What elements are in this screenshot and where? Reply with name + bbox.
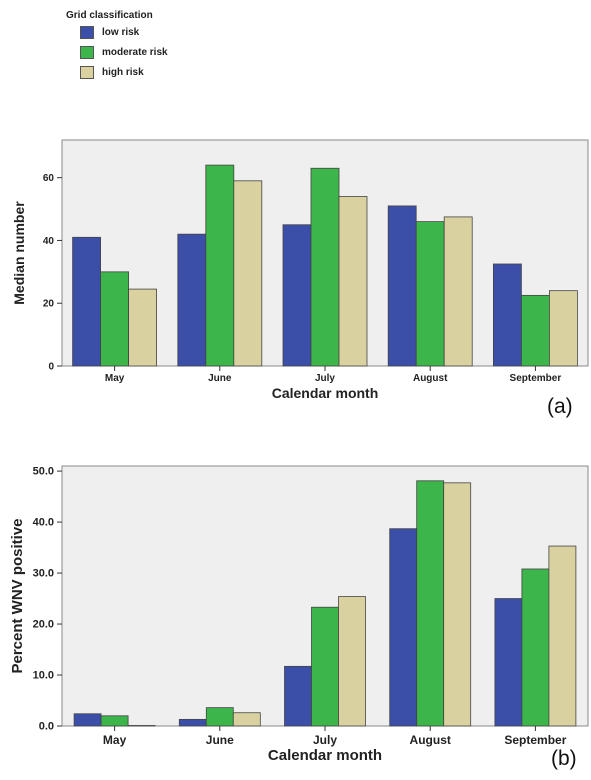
legend-label: moderate risk <box>102 47 168 58</box>
bar-moderate-risk-may <box>100 715 129 727</box>
legend-label: high risk <box>102 67 144 78</box>
chart-b: 0.0 10.0 20.0 30.0 40.0 50.0 May June July August… <box>9 465 589 764</box>
bar-low-risk-may <box>73 713 102 727</box>
bar-low-risk-july <box>284 665 312 727</box>
x-tick-label: September <box>504 733 566 747</box>
bar-high-risk-september <box>549 290 578 367</box>
legend-label: low risk <box>102 27 140 38</box>
bar-moderate-risk-august <box>416 480 445 727</box>
bar-moderate-risk-august <box>415 221 445 367</box>
bar-moderate-risk-september <box>521 568 550 727</box>
bar-high-risk-july <box>338 596 366 727</box>
y-tick-label: 50.0 <box>33 466 54 478</box>
y-tick-label: 20.0 <box>33 619 54 631</box>
bar-high-risk-august <box>443 482 472 727</box>
x-tick-label: September <box>510 373 562 384</box>
panel-label-a: (a) <box>547 395 573 418</box>
bar-low-risk-september <box>494 598 523 727</box>
bar-low-risk-june <box>177 233 207 367</box>
bar-moderate-risk-june <box>205 707 234 727</box>
y-axis-label: Percent WNV positive <box>9 518 26 673</box>
bar-moderate-risk-may <box>100 271 129 367</box>
y-axis-label: Median number <box>11 201 27 305</box>
bar-low-risk-july <box>282 224 312 367</box>
bar-low-risk-june <box>178 718 207 727</box>
legend-swatch-low-risk <box>80 26 94 39</box>
legend-item-moderate-risk: moderate risk <box>80 44 168 61</box>
bar-moderate-risk-june <box>205 164 235 367</box>
x-tick-label: August <box>413 373 448 384</box>
bar-low-risk-september <box>492 263 522 367</box>
bar-low-risk-august <box>389 528 418 727</box>
y-tick-label: 10.0 <box>33 670 54 682</box>
x-axis-label: Calendar month <box>272 385 379 401</box>
y-tick-label: 40.0 <box>33 517 54 529</box>
y-tick-label: 60 <box>43 173 55 184</box>
legend-item-low-risk: low risk <box>80 24 168 41</box>
x-tick-label: June <box>208 373 232 384</box>
legend-title: Grid classification <box>66 10 153 21</box>
x-tick-label: August <box>410 733 451 747</box>
bar-high-risk-august <box>443 216 473 367</box>
panel-label-b: (b) <box>551 747 577 770</box>
bar-high-risk-june <box>233 180 263 367</box>
bar-high-risk-may <box>128 288 158 367</box>
x-tick-label: May <box>105 373 125 384</box>
x-tick-label: July <box>315 373 335 384</box>
y-tick-label: 30.0 <box>33 568 54 580</box>
x-axis-label: Calendar month <box>268 747 382 764</box>
legend-swatch-high-risk <box>80 66 94 79</box>
x-tick-label: July <box>313 733 337 747</box>
y-tick-label: 40 <box>43 236 55 247</box>
y-tick-label: 20 <box>43 299 55 310</box>
legend-swatch-moderate-risk <box>80 46 94 59</box>
x-tick-label: May <box>103 733 127 747</box>
bar-moderate-risk-july <box>311 606 339 727</box>
y-tick-label: 0.0 <box>39 721 54 733</box>
x-tick-label: June <box>206 733 234 747</box>
bar-high-risk-june <box>232 712 261 727</box>
bar-high-risk-may <box>127 725 156 727</box>
chart-a: 0 20 40 60 May June July August September Calenda… <box>11 139 589 401</box>
bar-high-risk-july <box>338 196 368 367</box>
bar-low-risk-august <box>387 205 417 367</box>
legend: Grid classification low risk moderate ri… <box>66 10 168 81</box>
legend-item-high-risk: high risk <box>80 64 168 81</box>
y-tick-label: 0 <box>48 362 54 373</box>
bar-low-risk-may <box>72 236 101 367</box>
bar-moderate-risk-july <box>310 167 340 367</box>
bar-high-risk-september <box>548 545 577 727</box>
bar-moderate-risk-september <box>521 294 550 367</box>
